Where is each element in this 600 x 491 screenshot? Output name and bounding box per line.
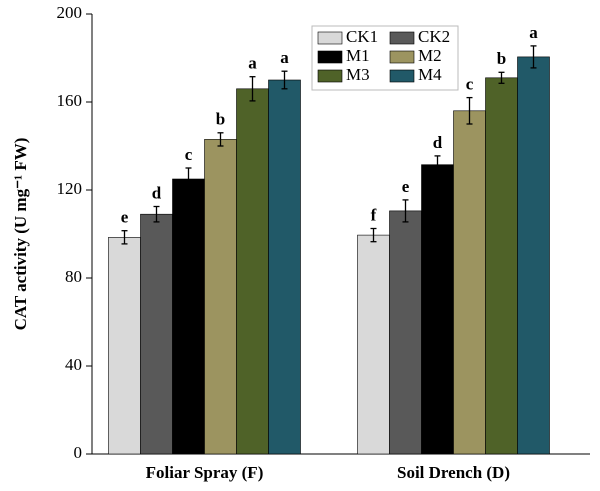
legend-label: CK2 bbox=[418, 27, 450, 46]
significance-letter: f bbox=[371, 205, 377, 224]
y-axis-title: CAT activity (U mg⁻¹ FW) bbox=[11, 138, 30, 331]
significance-letter: a bbox=[529, 23, 538, 42]
bar bbox=[236, 88, 269, 455]
significance-letter: b bbox=[216, 110, 225, 129]
legend-swatch bbox=[389, 31, 415, 45]
bar bbox=[268, 79, 301, 455]
x-tick-label: Foliar Spray (F) bbox=[146, 463, 264, 482]
legend-label: M4 bbox=[418, 65, 442, 84]
significance-letter: c bbox=[185, 145, 193, 164]
x-tick-label: Soil Drench (D) bbox=[397, 463, 510, 482]
significance-letter: d bbox=[152, 183, 162, 202]
legend-swatch bbox=[389, 69, 415, 83]
bar bbox=[357, 234, 390, 455]
significance-letter: a bbox=[248, 54, 257, 73]
legend-label: M1 bbox=[346, 46, 370, 65]
legend-swatch bbox=[317, 31, 343, 45]
y-tick-label: 80 bbox=[65, 267, 82, 286]
bar bbox=[389, 210, 422, 455]
significance-letter: b bbox=[497, 49, 506, 68]
bar bbox=[485, 77, 518, 455]
significance-letter: d bbox=[433, 133, 443, 152]
legend-swatch bbox=[389, 50, 415, 64]
y-tick-label: 200 bbox=[57, 3, 83, 22]
bar bbox=[172, 178, 205, 455]
bar bbox=[517, 56, 550, 455]
bar bbox=[108, 237, 141, 455]
legend-label: M3 bbox=[346, 65, 370, 84]
y-tick-label: 40 bbox=[65, 355, 82, 374]
bar bbox=[421, 164, 454, 455]
significance-letter: a bbox=[280, 48, 289, 67]
bar bbox=[140, 213, 173, 455]
bar bbox=[204, 139, 237, 455]
significance-letter: e bbox=[402, 177, 410, 196]
legend-swatch bbox=[317, 50, 343, 64]
y-tick-label: 160 bbox=[57, 91, 83, 110]
significance-letter: c bbox=[466, 75, 474, 94]
y-tick-label: 120 bbox=[57, 179, 83, 198]
legend-label: CK1 bbox=[346, 27, 378, 46]
significance-letter: e bbox=[121, 208, 129, 227]
legend-swatch bbox=[317, 69, 343, 83]
legend-label: M2 bbox=[418, 46, 442, 65]
y-tick-label: 0 bbox=[74, 443, 83, 462]
bar bbox=[453, 110, 486, 455]
